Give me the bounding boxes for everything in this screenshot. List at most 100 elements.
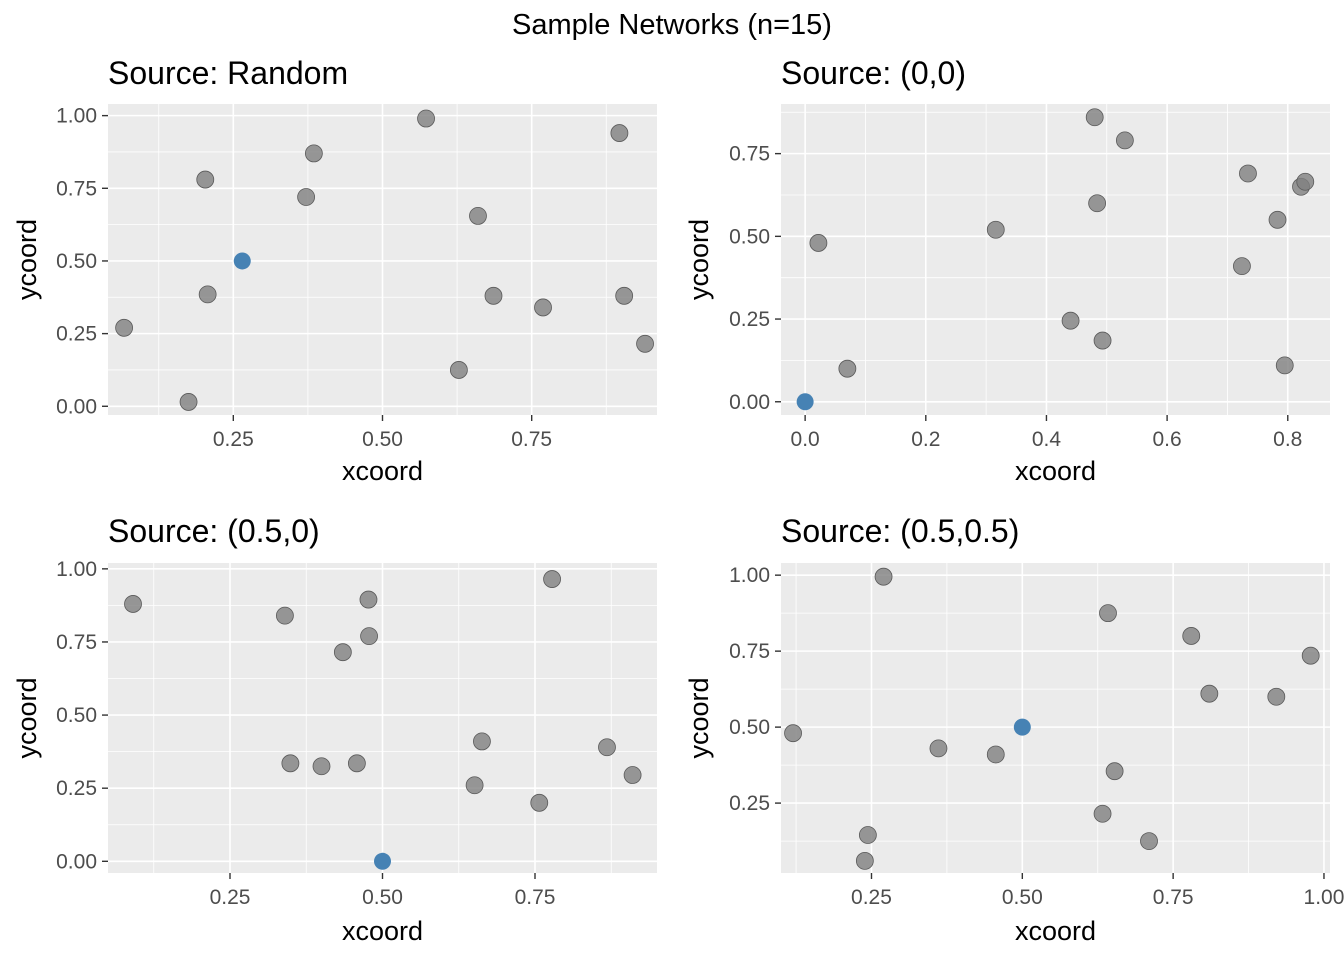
y-tick-label: 0.50: [729, 716, 770, 739]
network-node-point: [359, 590, 378, 609]
x-axis-label: xcoord: [342, 456, 423, 486]
y-axis-label: ycoord: [684, 677, 714, 758]
y-axis-label: ycoord: [12, 219, 42, 300]
network-node-point: [1200, 684, 1219, 703]
network-node-point: [198, 285, 217, 304]
x-tick-label: 0.75: [511, 428, 552, 451]
network-node-point: [1093, 804, 1112, 823]
network-node-point: [449, 361, 468, 379]
network-node-point: [543, 570, 561, 588]
network-node-point: [1182, 627, 1201, 645]
network-node-point: [1099, 604, 1117, 623]
x-tick-label: 0.50: [362, 428, 403, 451]
x-tick-label: 0.0: [791, 428, 820, 451]
network-node-point: [986, 745, 1005, 764]
source-node-point: [1013, 718, 1031, 736]
y-tick-label: 1.00: [729, 564, 770, 587]
network-node-point: [333, 643, 352, 662]
x-tick-label: 0.50: [362, 886, 403, 909]
y-tick-label: 0.25: [729, 792, 770, 815]
network-node-point: [623, 766, 642, 784]
network-node-point: [312, 757, 331, 776]
x-tick-label: 0.25: [213, 428, 254, 451]
source-node-point: [796, 393, 814, 411]
network-node-point: [986, 220, 1005, 239]
scatter-panel-1: 0.25 0.50 0.75 0.00 0.25 0.50 0.75 1.00 Source: …: [12, 55, 657, 486]
x-tick-label: 0.25: [851, 886, 892, 909]
panel-background: [781, 563, 1330, 873]
y-axis-label: ycoord: [684, 219, 714, 300]
network-node-point: [417, 109, 435, 128]
x-tick-label: 0.2: [911, 428, 940, 451]
y-tick-label: 0.25: [56, 777, 97, 800]
network-node-point: [347, 754, 366, 773]
network-node-point: [929, 739, 948, 758]
network-node-point: [615, 286, 634, 305]
x-tick-label: 0.75: [515, 886, 556, 909]
x-tick-label: 0.25: [210, 886, 251, 909]
network-node-point: [874, 567, 893, 586]
network-node-point: [304, 144, 323, 163]
x-axis-label: xcoord: [342, 916, 423, 946]
network-node-point: [534, 298, 552, 317]
y-tick-label: 0.75: [56, 631, 97, 654]
network-node-point: [598, 738, 616, 757]
network-node-point: [784, 724, 802, 743]
network-node-point: [1105, 762, 1124, 781]
y-tick-label: 0.00: [56, 850, 97, 873]
network-node-point: [1268, 210, 1287, 229]
scatter-panel-3: 0.25 0.50 0.75 0.00 0.25 0.50 0.75 1.00 Source: …: [12, 513, 657, 946]
network-node-point: [360, 627, 378, 646]
scatter-panel-4: 0.25 0.50 0.75 1.00 0.25 0.50 0.75 1.00 Source: …: [684, 513, 1344, 946]
network-node-point: [530, 793, 549, 812]
panel-title: Source: Random: [108, 55, 348, 91]
y-tick-label: 0.50: [56, 250, 97, 273]
network-node-point: [1267, 687, 1286, 706]
panel-title: Source: (0.5,0): [108, 513, 320, 549]
source-node-point: [374, 852, 391, 870]
network-node-point: [1275, 356, 1294, 375]
network-node-point: [1239, 164, 1257, 183]
network-node-point: [1085, 108, 1104, 127]
y-tick-label: 0.25: [729, 308, 770, 331]
network-node-point: [1140, 832, 1158, 850]
network-node-point: [484, 286, 503, 305]
y-tick-label: 0.25: [56, 323, 97, 346]
network-node-point: [858, 826, 877, 844]
network-node-point: [1296, 172, 1315, 191]
x-tick-label: 1.00: [1304, 886, 1344, 909]
y-tick-label: 0.50: [56, 704, 97, 727]
panel-title: Source: (0,0): [781, 55, 966, 91]
network-node-point: [610, 124, 629, 142]
network-node-point: [838, 359, 857, 378]
x-tick-label: 0.50: [1002, 886, 1043, 909]
network-node-point: [809, 234, 828, 252]
network-node-point: [1115, 131, 1134, 150]
network-node-point: [473, 732, 491, 751]
network-node-point: [1233, 257, 1251, 276]
x-tick-label: 0.4: [1032, 428, 1062, 451]
network-node-point: [1088, 194, 1107, 213]
network-node-point: [196, 170, 215, 189]
source-node-point: [233, 252, 251, 270]
x-axis-label: xcoord: [1015, 456, 1096, 486]
y-tick-label: 0.00: [729, 391, 770, 414]
network-node-point: [179, 393, 198, 411]
network-node-point: [275, 606, 294, 625]
y-tick-label: 0.00: [56, 395, 97, 418]
y-tick-label: 1.00: [56, 558, 97, 581]
network-node-point: [1061, 311, 1080, 330]
y-axis-label: ycoord: [12, 677, 42, 758]
panel-title: Source: (0.5,0.5): [781, 513, 1019, 549]
network-node-point: [469, 207, 487, 225]
x-axis-label: xcoord: [1015, 916, 1096, 946]
network-node-point: [465, 776, 484, 795]
y-tick-label: 0.75: [729, 143, 770, 166]
network-node-point: [297, 188, 316, 206]
network-node-point: [124, 595, 142, 613]
x-tick-label: 0.8: [1273, 428, 1302, 451]
x-tick-label: 0.6: [1153, 428, 1182, 451]
network-node-point: [281, 754, 300, 773]
